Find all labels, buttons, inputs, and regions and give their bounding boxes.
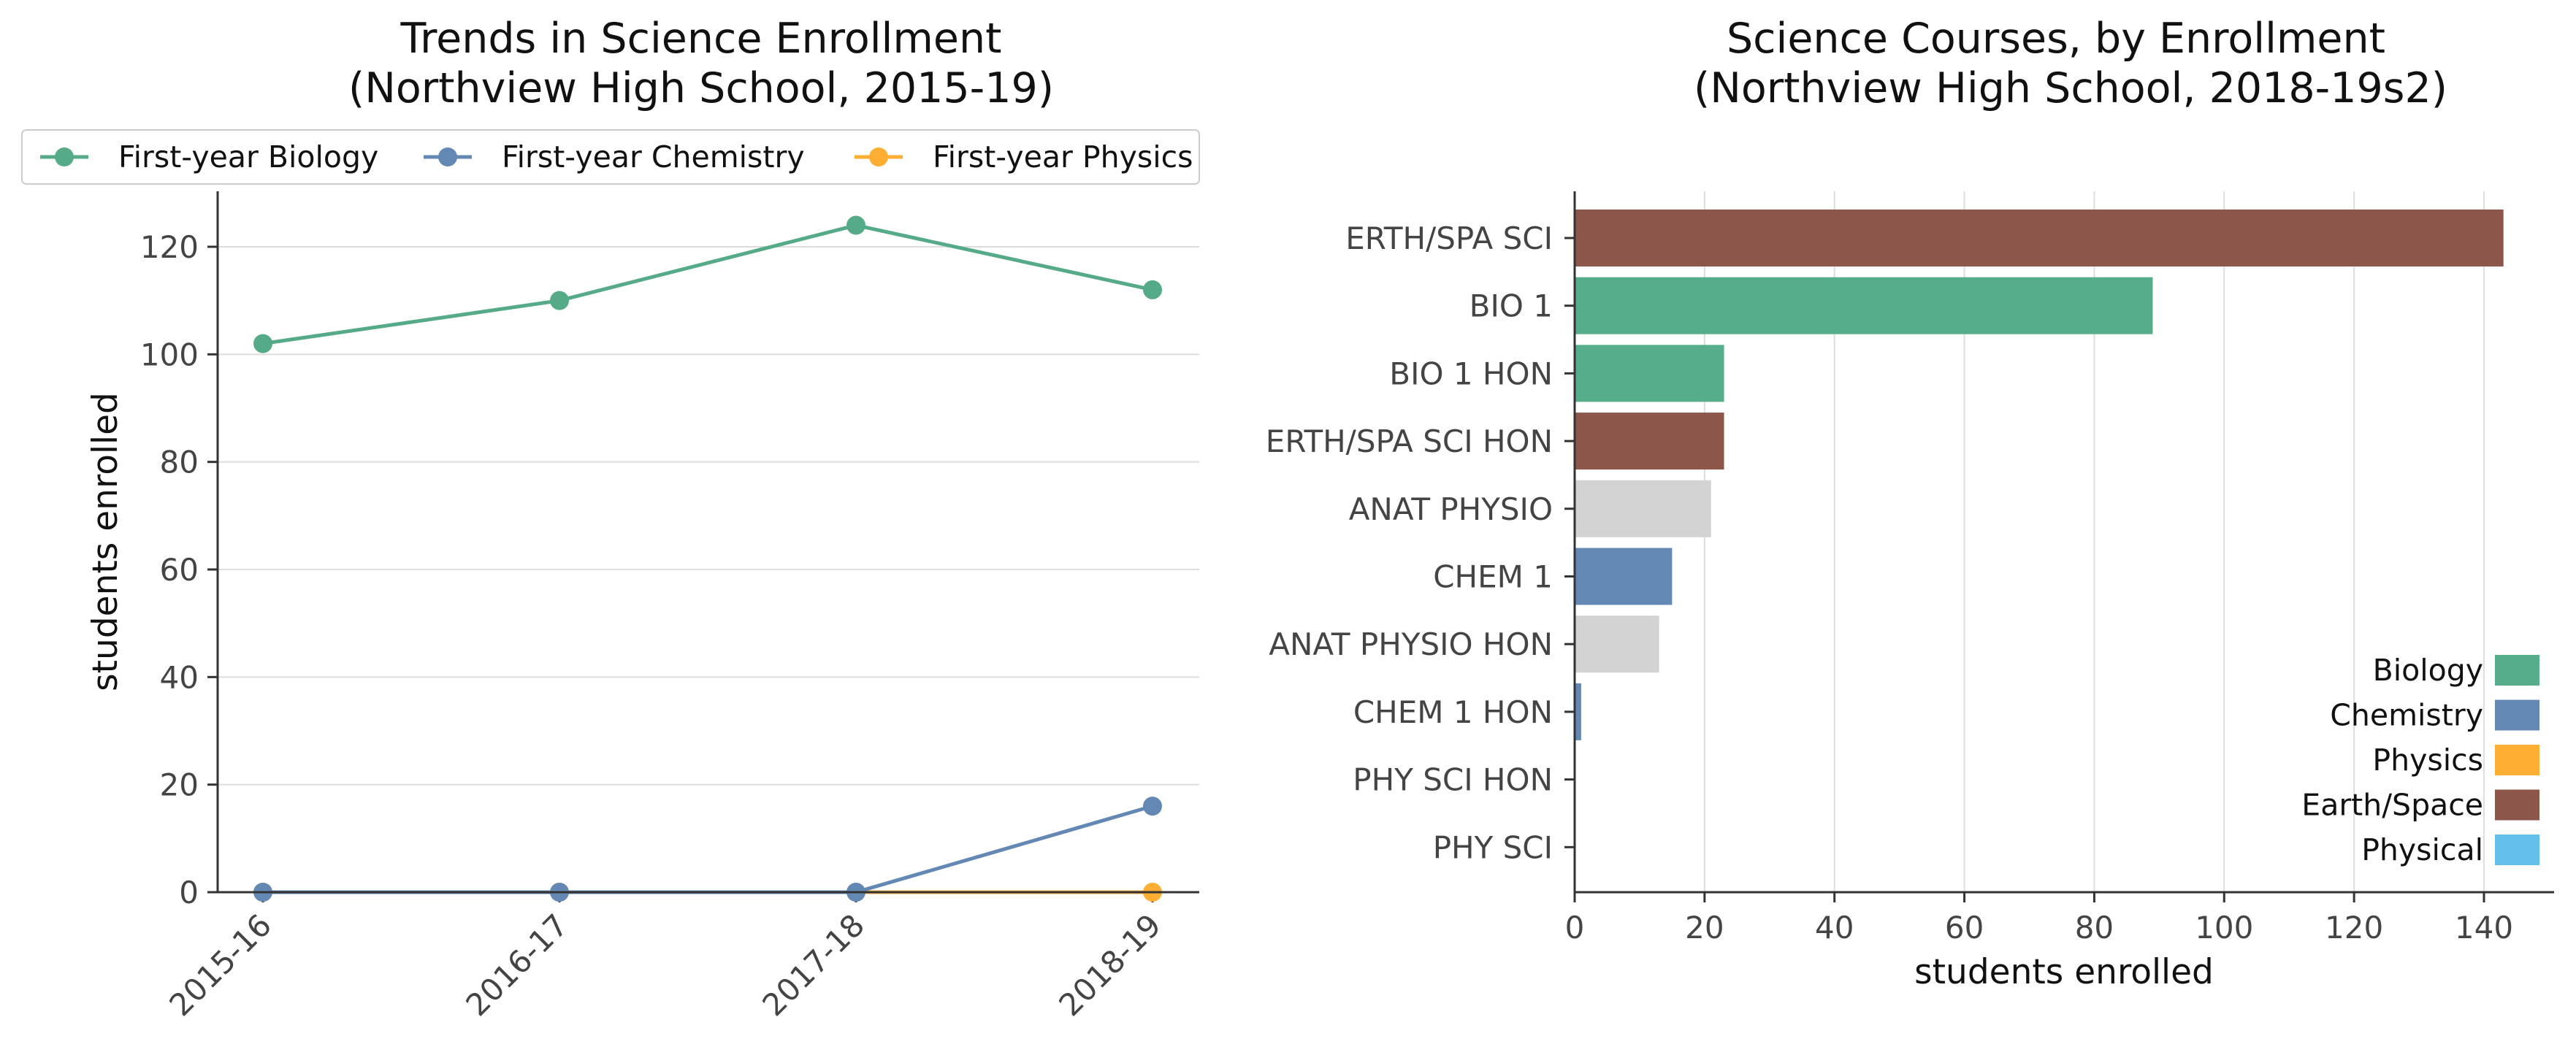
data-point xyxy=(550,291,569,310)
legend-frame xyxy=(21,129,1200,185)
bar xyxy=(1575,480,1711,537)
y-tick-label: 120 xyxy=(140,229,199,265)
y-tick-label: 80 xyxy=(160,445,199,480)
legend-swatch xyxy=(2495,655,2539,686)
x-tick-label: 40 xyxy=(1815,910,1854,945)
bar xyxy=(1575,413,1724,470)
x-tick-label: 80 xyxy=(2075,910,2114,945)
category-label: ANAT PHYSIO xyxy=(1349,491,1553,527)
line-chart-x-ticks: 2015-16 2016-17 2017-18 2018-19 xyxy=(162,892,1168,1023)
x-tick-label: 60 xyxy=(1945,910,1984,945)
bar-chart-title: Science Courses, by Enrollment xyxy=(1727,15,2385,63)
bar-chart-x-label: students enrolled xyxy=(1914,952,2214,992)
bar-chart-x-ticks: 0 20 40 60 80 100 120 140 xyxy=(1565,892,2513,945)
legend-marker xyxy=(438,147,457,166)
bar xyxy=(1575,345,1724,402)
series-line xyxy=(263,804,1153,894)
bar xyxy=(1575,210,2504,266)
y-tick-label: 0 xyxy=(179,875,199,910)
y-tick-label: 20 xyxy=(160,767,199,803)
legend-label: First-year Chemistry xyxy=(502,139,805,174)
category-label: BIO 1 xyxy=(1469,288,1553,324)
bar-chart-bars xyxy=(1575,210,2504,740)
bar xyxy=(1575,277,2153,334)
legend-label: Physics xyxy=(2372,743,2483,778)
category-label: ANAT PHYSIO HON xyxy=(1269,626,1553,662)
legend-label: Biology xyxy=(2373,653,2483,688)
legend-swatch xyxy=(2495,835,2539,865)
legend-label: Earth/Space xyxy=(2301,788,2483,823)
y-tick-label: 40 xyxy=(160,659,199,695)
x-tick-label: 2017-18 xyxy=(755,907,871,1023)
line-chart: Trends in Science Enrollment (Northview … xyxy=(21,15,1200,1023)
data-point xyxy=(1143,797,1162,816)
bar xyxy=(1575,683,1581,740)
category-label: PHY SCI HON xyxy=(1353,762,1553,798)
line-chart-title: Trends in Science Enrollment xyxy=(400,15,1002,63)
category-label: CHEM 1 HON xyxy=(1353,694,1553,730)
bar-chart: Science Courses, by Enrollment (Northvie… xyxy=(1266,15,2554,992)
legend-label: Chemistry xyxy=(2330,698,2483,733)
y-tick-label: 100 xyxy=(140,337,199,372)
category-label: PHY SCI xyxy=(1433,829,1553,865)
line-chart-y-label: students enrolled xyxy=(85,392,126,691)
line-chart-legend: First-year Biology First-year Chemistry Fi… xyxy=(21,129,1200,185)
data-point xyxy=(1143,280,1162,299)
series-line xyxy=(262,223,1153,346)
category-label: BIO 1 HON xyxy=(1389,356,1553,391)
data-point xyxy=(253,334,272,353)
bar-chart-subtitle: (Northview High School, 2018-19s2) xyxy=(1694,64,2447,112)
bar-chart-category-labels: ERTH/SPA SCI BIO 1 BIO 1 HON ERTH/SPA SCI H… xyxy=(1266,220,1575,865)
x-tick-label: 120 xyxy=(2325,910,2383,945)
line-chart-gridlines xyxy=(218,246,1199,786)
x-tick-label: 0 xyxy=(1565,910,1585,945)
legend-marker xyxy=(869,147,888,166)
bar xyxy=(1575,548,1673,605)
data-point xyxy=(846,215,865,235)
x-tick-label: 2015-16 xyxy=(162,907,278,1023)
category-label: CHEM 1 xyxy=(1433,559,1553,595)
line-chart-series xyxy=(253,215,1162,902)
legend-swatch xyxy=(2495,699,2539,731)
bar xyxy=(1575,615,1659,673)
category-label: ERTH/SPA SCI HON xyxy=(1266,423,1553,459)
x-tick-label: 100 xyxy=(2195,910,2253,945)
legend-entries: First-year Biology First-year Chemistry Fi… xyxy=(40,139,1193,174)
legend-marker xyxy=(55,147,74,166)
legend-label: First-year Biology xyxy=(118,139,378,174)
category-label: ERTH/SPA SCI xyxy=(1345,220,1553,256)
legend-swatch xyxy=(2495,789,2539,821)
bar-chart-legend: Biology Chemistry Physics Earth/Space Physic… xyxy=(2301,653,2539,867)
legend-label: First-year Physics xyxy=(933,139,1193,174)
legend-label: Physical xyxy=(2361,832,2483,867)
y-tick-label: 60 xyxy=(160,552,199,588)
x-tick-label: 2018-19 xyxy=(1052,907,1168,1023)
legend-swatch xyxy=(2495,745,2539,775)
line-chart-subtitle: (Northview High School, 2015-19) xyxy=(348,64,1054,112)
x-tick-label: 2016-17 xyxy=(459,907,575,1023)
x-tick-label: 140 xyxy=(2455,910,2513,945)
x-tick-label: 20 xyxy=(1685,910,1724,945)
line-chart-y-ticks: 0 20 40 60 80 100 120 xyxy=(140,229,218,910)
